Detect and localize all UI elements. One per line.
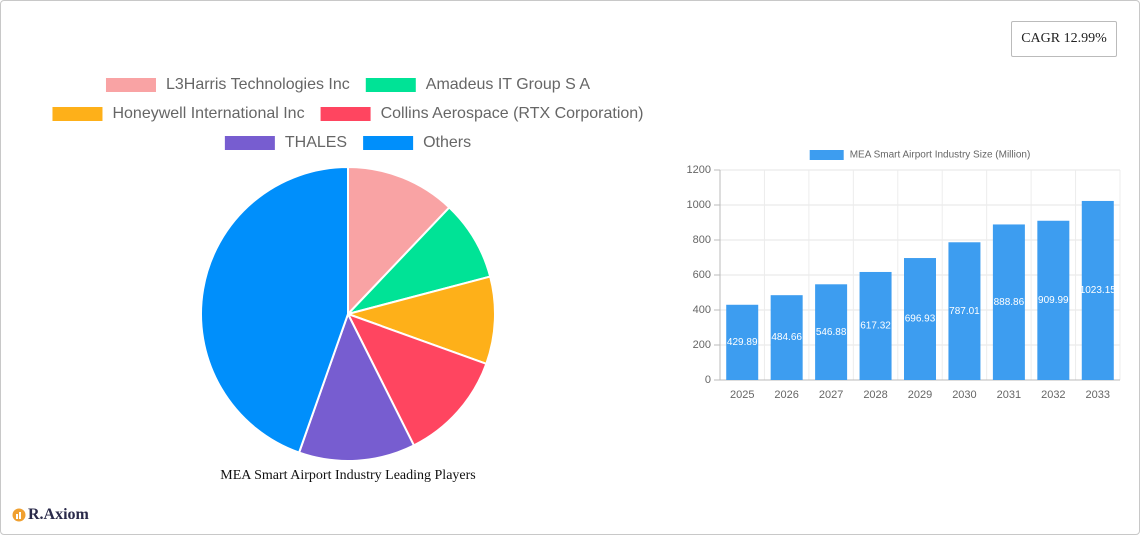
legend-label: Others bbox=[423, 134, 471, 151]
value-label: 696.93 bbox=[905, 314, 936, 325]
pie-slice bbox=[200, 165, 349, 454]
bar bbox=[904, 258, 936, 380]
legend-swatch bbox=[320, 107, 371, 121]
legend-swatch bbox=[809, 150, 844, 160]
x-tick-label: 2026 bbox=[774, 389, 798, 401]
bar bbox=[859, 271, 892, 380]
bar bbox=[992, 224, 1025, 380]
value-label: 429.89 bbox=[727, 337, 758, 348]
value-label: 888.86 bbox=[994, 297, 1025, 308]
pie-slice bbox=[345, 312, 488, 447]
legend-label: Collins Aerospace (RTX Corporation) bbox=[381, 105, 644, 122]
y-tick-label: 400 bbox=[693, 304, 711, 316]
legend-swatch bbox=[52, 107, 103, 121]
legend-label: Amadeus IT Group S A bbox=[426, 76, 591, 93]
pie-slice bbox=[347, 165, 451, 317]
value-label: 617.32 bbox=[860, 321, 891, 332]
legend-swatch bbox=[105, 78, 156, 92]
y-tick-label: 800 bbox=[693, 234, 711, 246]
y-tick-label: 600 bbox=[693, 269, 711, 281]
pie-slice bbox=[344, 275, 496, 366]
bar bbox=[770, 295, 803, 380]
legend-label: MEA Smart Airport Industry Size (Million… bbox=[850, 150, 1031, 161]
legend-label: L3Harris Technologies Inc bbox=[166, 76, 350, 93]
value-label: 484.66 bbox=[771, 332, 802, 343]
chart-title: MEA Smart Airport Industry Leading Playe… bbox=[220, 468, 475, 483]
bar bbox=[815, 284, 848, 380]
pie-slice bbox=[297, 311, 416, 462]
bar bbox=[1081, 200, 1114, 380]
brand-icon bbox=[12, 508, 26, 522]
legend-swatch bbox=[363, 136, 414, 150]
x-tick-label: 2030 bbox=[952, 389, 976, 401]
brand-text: R.Axiom bbox=[28, 506, 89, 523]
value-label: 546.88 bbox=[816, 327, 847, 338]
legend-swatch bbox=[224, 136, 275, 150]
value-label: 1023.15 bbox=[1080, 285, 1117, 296]
y-tick-label: 1000 bbox=[687, 199, 711, 211]
bar bbox=[948, 242, 981, 380]
y-tick-label: 200 bbox=[693, 339, 711, 351]
value-label: 787.01 bbox=[949, 306, 980, 317]
legend-swatch bbox=[365, 78, 416, 92]
x-tick-label: 2025 bbox=[730, 389, 754, 401]
legend-label: Honeywell International Inc bbox=[112, 105, 304, 122]
x-tick-label: 2027 bbox=[819, 389, 843, 401]
value-label: 909.99 bbox=[1038, 295, 1069, 306]
x-tick-label: 2028 bbox=[863, 389, 887, 401]
x-tick-label: 2029 bbox=[908, 389, 932, 401]
y-tick-label: 0 bbox=[705, 374, 711, 386]
x-tick-label: 2032 bbox=[1041, 389, 1065, 401]
x-tick-label: 2033 bbox=[1086, 389, 1110, 401]
bar bbox=[1037, 220, 1070, 380]
cagr-badge: CAGR 12.99% bbox=[1011, 21, 1117, 57]
x-tick-label: 2031 bbox=[997, 389, 1021, 401]
y-tick-label: 1200 bbox=[687, 164, 711, 176]
pie-slice bbox=[344, 206, 492, 316]
legend-label: THALES bbox=[285, 134, 347, 151]
bar bbox=[726, 304, 759, 380]
brand-logo: R.Axiom bbox=[12, 506, 89, 524]
